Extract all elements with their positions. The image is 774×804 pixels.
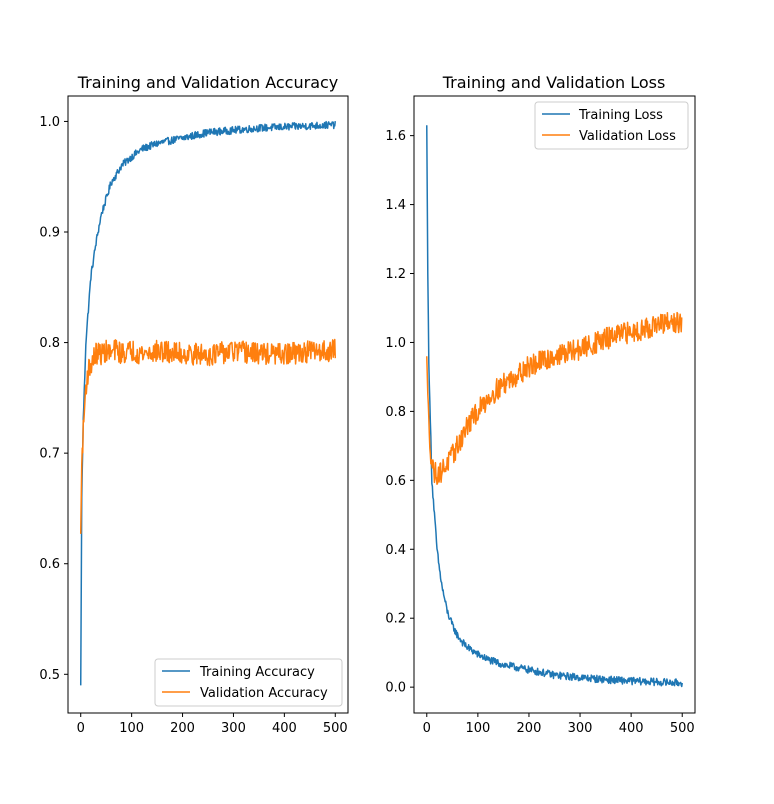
accuracy-xtick-label: 500 [323,721,348,736]
legend-training-loss-label: Training Loss [578,108,663,123]
loss-chart-title: Training and Validation Loss [442,73,666,92]
accuracy-legend-box [154,658,343,707]
loss-ytick-label: 0.0 [385,681,406,696]
validation-loss-line [426,311,683,485]
accuracy-xtick-label: 0 [77,721,85,736]
loss-legend-box [534,101,689,150]
accuracy-chart: Training and Validation Accuracy 0 100 200… [39,73,349,736]
legend-training-accuracy-label: Training Accuracy [199,665,315,680]
accuracy-legend: Training Accuracy Validation Accuracy [154,658,343,707]
loss-xtick-label: 400 [619,721,644,736]
loss-legend: Training Loss Validation Loss [534,101,689,150]
loss-ytick-label: 0.2 [385,612,406,627]
loss-xtick-label: 200 [517,721,542,736]
accuracy-plot-frame [67,95,349,714]
accuracy-xtick-label: 400 [272,721,297,736]
loss-ytick-label: 1.0 [385,336,406,351]
training-loss-line [426,125,683,688]
accuracy-ytick-label: 0.8 [39,336,60,351]
loss-series-layer [426,125,683,688]
accuracy-xtick-label: 300 [221,721,246,736]
accuracy-xtick-label: 100 [119,721,144,736]
accuracy-chart-title: Training and Validation Accuracy [77,73,339,92]
accuracy-ytick-label: 0.9 [39,226,60,241]
loss-ytick-label: 1.4 [385,198,406,213]
loss-xtick-label: 100 [465,721,490,736]
loss-xtick-label: 300 [568,721,593,736]
legend-validation-accuracy-label: Validation Accuracy [200,686,328,701]
accuracy-ytick-label: 1.0 [39,115,60,130]
loss-ytick-label: 1.6 [385,129,406,144]
accuracy-ytick-label: 0.7 [39,447,60,462]
loss-axes: 0 100 200 300 400 500 0.0 0.2 0.4 0.6 0.8 1.0 1.2 1.4… [385,129,694,736]
legend-validation-loss-label: Validation Loss [579,129,676,144]
accuracy-axes: 0 100 200 300 400 500 0.5 0.6 0.7 0.8 0.9 1.0 [39,115,347,736]
loss-ytick-label: 0.8 [385,405,406,420]
loss-xtick-label: 500 [670,721,695,736]
loss-xtick-label: 0 [423,721,431,736]
accuracy-series-layer [79,120,337,686]
accuracy-xtick-label: 200 [170,721,195,736]
loss-plot-frame [413,95,696,714]
loss-chart: Training and Validation Loss 0 100 200 300 4… [385,73,696,736]
accuracy-ytick-label: 0.5 [39,668,60,683]
validation-accuracy-line [79,338,337,534]
loss-ytick-label: 0.4 [385,543,406,558]
loss-ytick-label: 1.2 [385,267,406,282]
training-accuracy-line [79,120,337,686]
accuracy-ytick-label: 0.6 [39,557,60,572]
loss-ytick-label: 0.6 [385,474,406,489]
